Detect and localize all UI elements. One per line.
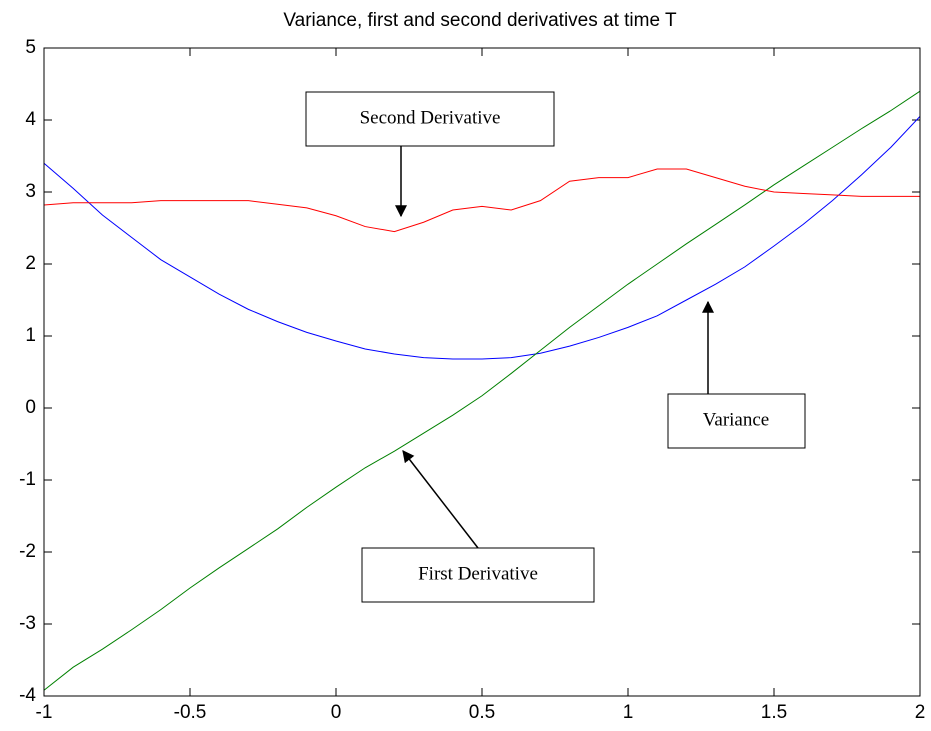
- y-tick-label: -1: [19, 469, 36, 490]
- x-tick-label: 0.5: [469, 702, 495, 723]
- annotation: First Derivative: [361, 450, 595, 603]
- annotation-box: [305, 91, 555, 147]
- y-tick-label: 5: [25, 37, 36, 58]
- annotation-box: [667, 393, 806, 449]
- series-line: [43, 116, 921, 360]
- annotation-text: Variance: [703, 409, 769, 430]
- x-tick-label: -0.5: [174, 702, 207, 723]
- axes-frame: [43, 47, 921, 697]
- x-tick-label: 1: [623, 702, 634, 723]
- series-line: [43, 168, 920, 233]
- y-tick-label: 4: [25, 109, 36, 130]
- y-tick-label: 2: [25, 253, 36, 274]
- y-tick-label: -2: [19, 541, 36, 562]
- x-tick-label: 1.5: [761, 702, 787, 723]
- annotation-arrow: [402, 450, 479, 549]
- annotation-text: First Derivative: [418, 563, 538, 584]
- y-tick-label: 3: [25, 181, 36, 202]
- x-tick-label: 2: [915, 702, 926, 723]
- series-line: [43, 90, 921, 691]
- annotation: Second Derivative: [305, 91, 555, 218]
- y-tick-label: 0: [25, 397, 36, 418]
- annotation-box: [361, 547, 595, 603]
- y-tick-label: 1: [25, 325, 36, 346]
- plot-area: -4 -3 -2 -1 0 1 2 3 4 5 -1 -0.5 0 0.5 1 1.5 2: [19, 37, 925, 723]
- annotation: Variance: [667, 300, 806, 449]
- annotation-text: Second Derivative: [360, 107, 501, 128]
- chart-title: Variance, first and second derivatives a…: [283, 10, 677, 31]
- x-tick-label: -1: [36, 702, 53, 723]
- y-tick-label: -4: [19, 685, 36, 706]
- y-tick-label: -3: [19, 613, 36, 634]
- x-tick-label: 0: [331, 702, 342, 723]
